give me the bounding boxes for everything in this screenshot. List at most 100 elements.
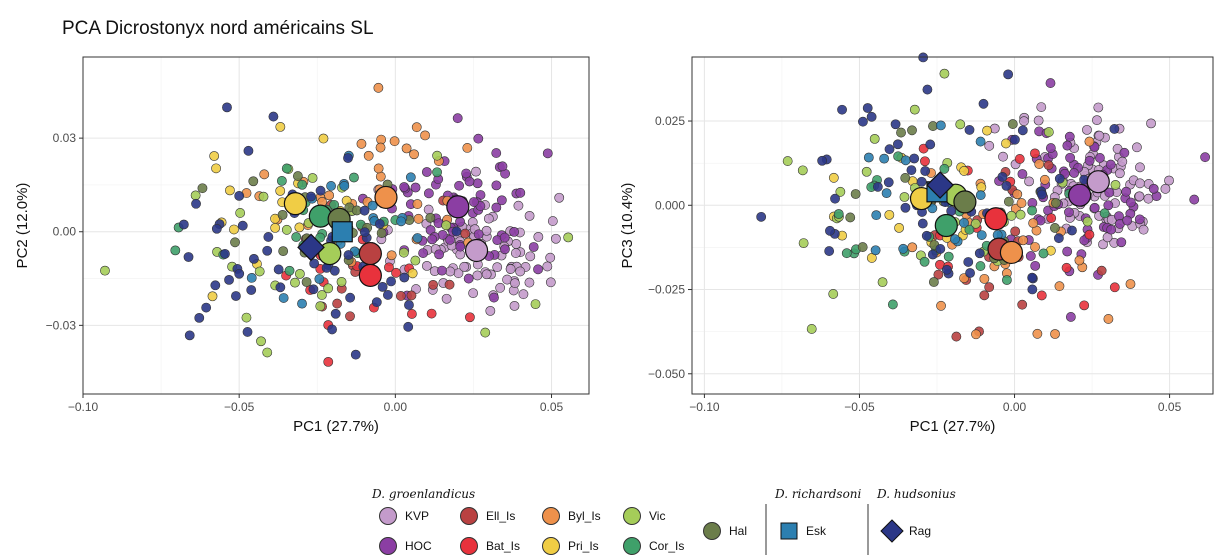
specimen-point (237, 220, 248, 231)
specimen-point (100, 265, 110, 276)
specimen-point (230, 237, 240, 248)
specimen-point (545, 252, 556, 263)
specimen-point (896, 127, 906, 138)
specimen-point (1110, 179, 1121, 190)
specimen-point (345, 311, 355, 322)
specimen-point (1054, 281, 1065, 292)
specimen-point (263, 232, 274, 242)
specimen-point (421, 167, 432, 177)
specimen-point (530, 299, 541, 309)
legend: D. groenlandicus KVP HOC Ell_Is Bat_Is Byl_Is… (371, 487, 956, 555)
specimen-point (441, 220, 452, 231)
legend-key-bat-is (460, 537, 478, 555)
specimen-point (1117, 156, 1128, 167)
specimen-point (1138, 224, 1149, 235)
specimen-point (463, 273, 474, 284)
specimen-point (254, 266, 265, 277)
specimen-point (423, 188, 434, 199)
specimen-point (542, 148, 553, 159)
specimen-point (975, 136, 986, 147)
specimen-point (499, 232, 510, 243)
specimen-point (513, 200, 524, 211)
specimen-point (909, 104, 920, 115)
specimen-point (496, 195, 507, 206)
legend-label: Bat_Is (486, 539, 520, 553)
y-tick-label: −0.025 (648, 283, 685, 297)
specimen-point (919, 256, 930, 267)
specimen-point (339, 181, 350, 191)
centroid-bat-is (984, 207, 1008, 231)
specimen-point (1082, 216, 1093, 227)
specimen-point (900, 173, 911, 183)
specimen-point (231, 291, 241, 301)
specimen-point (1043, 160, 1054, 171)
specimen-point (871, 210, 882, 221)
specimen-point (376, 228, 387, 238)
x-tick-label: −0.10 (689, 400, 720, 414)
specimen-point (550, 233, 561, 244)
specimen-point (1125, 197, 1136, 208)
specimen-point (411, 122, 422, 133)
specimen-point (857, 242, 868, 252)
specimen-point (877, 277, 888, 288)
specimen-point (1043, 127, 1054, 137)
specimen-point (898, 243, 909, 254)
specimen-point (1062, 140, 1073, 151)
y-tick-label: 0.00 (53, 225, 77, 239)
y-tick-label: 0.03 (53, 131, 77, 145)
specimen-point (1119, 147, 1130, 158)
specimen-point (194, 312, 205, 323)
specimen-point (497, 161, 508, 172)
specimen-point (418, 248, 429, 258)
legend-label: HOC (405, 539, 432, 553)
specimen-point (861, 166, 872, 177)
specimen-point (533, 231, 544, 242)
specimen-point (899, 192, 910, 202)
specimen-point (384, 262, 394, 273)
centroid-vic (318, 241, 342, 266)
centroid-byl-is (999, 240, 1024, 265)
specimen-point (1067, 225, 1077, 236)
specimen-point (465, 312, 475, 323)
specimen-point (258, 191, 269, 202)
specimen-point (375, 171, 386, 182)
centroid-bat-is (358, 263, 382, 288)
legend-key-cor-is (623, 537, 641, 555)
specimen-point (262, 347, 273, 358)
specimen-point (1096, 265, 1107, 276)
specimen-point (921, 230, 932, 241)
specimen-point (1030, 148, 1040, 159)
specimen-point (170, 245, 181, 256)
legend-key-esk (780, 522, 798, 540)
specimen-point (207, 291, 218, 302)
legend-key-kvp (379, 507, 397, 525)
specimen-point (399, 272, 410, 283)
specimen-point (1050, 329, 1060, 339)
specimen-point (407, 268, 418, 279)
specimen-point (489, 292, 499, 303)
specimen-point (1143, 193, 1154, 204)
x-tick-label: 0.05 (540, 400, 564, 414)
specimen-point (1030, 242, 1040, 252)
legend-label: Hal (729, 524, 747, 538)
specimen-point (389, 136, 400, 147)
specimen-point (1116, 237, 1127, 248)
specimen-point (1099, 208, 1110, 219)
specimen-point (524, 277, 535, 288)
legend-label: Byl_Is (568, 509, 601, 523)
specimen-point (1036, 290, 1047, 301)
panel-border (82, 56, 590, 395)
legend-key-byl-is (542, 507, 560, 525)
specimen-point (907, 125, 917, 136)
specimen-point (290, 277, 300, 288)
specimen-point (1121, 186, 1132, 197)
specimen-point (242, 327, 253, 337)
specimen-point (425, 212, 436, 223)
specimen-point (927, 249, 938, 260)
specimen-point (437, 265, 447, 276)
specimen-point (1017, 299, 1028, 310)
specimen-point (1135, 178, 1145, 189)
specimen-point (1084, 155, 1095, 166)
specimen-point (1200, 152, 1211, 163)
legend-title: D. richardsoni (774, 487, 862, 501)
